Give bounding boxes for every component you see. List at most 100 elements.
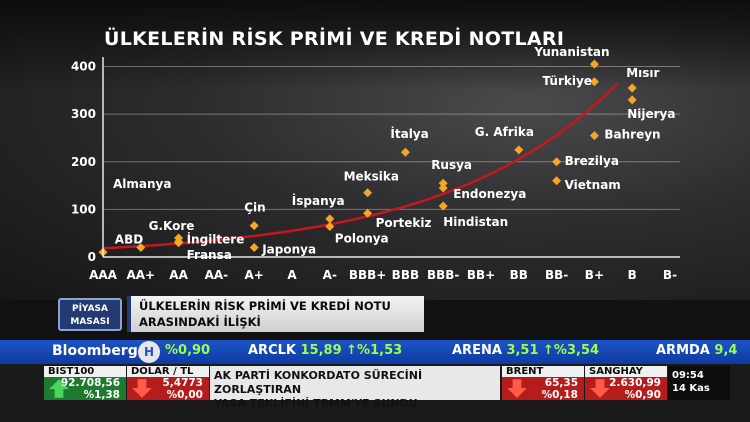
x-tick-label: BB+ — [467, 268, 495, 282]
ticker-value: 3,51 ↑%3,54 — [506, 343, 600, 358]
ticker-item: %0,90 — [165, 343, 210, 358]
clock-date: 14 Kas — [672, 383, 710, 394]
panel-change: %0,18 — [541, 389, 578, 401]
panel-value: 2.630,99 — [609, 377, 661, 389]
x-tick-label: BB — [510, 268, 528, 282]
data-point — [249, 221, 259, 231]
ticker-value: 15,89 ↑%1,53 — [300, 343, 403, 358]
ticker-item: ARMDA 9,4 — [656, 343, 737, 358]
point-label: Vietnam — [565, 178, 621, 192]
panel-title: DOLAR / TL — [131, 366, 194, 377]
panel-title: BRENT — [506, 366, 544, 377]
y-tick-label: 100 — [71, 202, 96, 216]
news-headline: AK PARTİ KONKORDATO SÜRECİNİ ZORLAŞTIRAN… — [210, 366, 500, 410]
clock: 09:54 14 Kas — [668, 366, 730, 400]
ticker-item: ARCLK 15,89 ↑%1,53 — [248, 343, 402, 358]
x-tick-label: AA+ — [126, 268, 155, 282]
ticker-symbol: ARMDA — [656, 343, 710, 358]
data-point — [325, 214, 335, 224]
arrow-down-icon — [507, 379, 527, 398]
y-tick-label: 0 — [88, 250, 96, 264]
x-tick-label: BBB- — [427, 268, 459, 282]
data-point — [136, 242, 146, 252]
point-label: Türkiye — [542, 74, 592, 88]
point-label: İngiltere — [187, 232, 245, 247]
brent-panel: BRENT 65,35 %0,18 — [502, 366, 584, 401]
clock-time: 09:54 — [672, 370, 704, 381]
ticker-symbol: ARENA — [452, 343, 502, 358]
data-point — [552, 157, 562, 167]
data-point — [438, 178, 448, 188]
stock-ticker: Bloomberg H %0,90 ARCLK 15,89 ↑%1,53 ARE… — [0, 340, 750, 364]
point-label: ABD — [115, 232, 143, 246]
point-label: Almanya — [113, 177, 171, 191]
data-point — [552, 176, 562, 186]
point-label: Nijerya — [627, 107, 675, 121]
panel-change: %1,38 — [83, 389, 120, 401]
chart-stage: ÜLKELERİN RİSK PRİMİ VE KREDİ NOTLARI Al… — [0, 0, 750, 300]
panel-title: BIST100 — [48, 366, 95, 377]
x-tick-label: BB- — [545, 268, 568, 282]
panel-change: %0,90 — [624, 389, 661, 401]
point-label: Çin — [244, 201, 265, 215]
x-tick-label: BBB+ — [349, 268, 387, 282]
point-label: Japonya — [261, 242, 316, 256]
data-point — [438, 201, 448, 211]
data-point — [174, 237, 184, 247]
data-point — [589, 77, 599, 87]
data-point — [627, 95, 637, 105]
x-tick-label: A- — [323, 268, 337, 282]
ticker-item: ARENA 3,51 ↑%3,54 — [452, 343, 599, 358]
y-tick-label: 300 — [71, 107, 96, 121]
ticker-value: 9,4 — [714, 343, 738, 358]
arrow-down-icon — [132, 379, 152, 398]
x-tick-label: A — [287, 268, 297, 282]
point-label: Fransa — [187, 248, 232, 262]
headline-line-1: ÜLKELERİN RİSK PRİMİ VE KREDİ NOTU — [139, 299, 391, 313]
data-point — [400, 147, 410, 157]
data-point — [363, 208, 373, 218]
news-line-2: YASA TEKLİFİNİ TBMM'YE SUNDU — [214, 397, 418, 410]
panel-change: %0,00 — [166, 389, 203, 401]
panel-values: 65,35 %0,18 — [542, 377, 578, 401]
market-panels: BIST100 92.708,56 %1,38 DOLAR / TL 5,477… — [0, 364, 750, 422]
panel-values: 5,4773 %0,00 — [162, 377, 203, 401]
x-tick-label: B — [628, 268, 637, 282]
ticker-symbol: ARCLK — [248, 343, 296, 358]
news-line-1: AK PARTİ KONKORDATO SÜRECİNİ ZORLAŞTIRAN — [214, 369, 423, 396]
panel-value: 5,4773 — [162, 377, 203, 389]
point-label: Brezilya — [565, 154, 619, 168]
data-point — [249, 242, 259, 252]
panel-value: 92.708,56 — [60, 377, 120, 389]
y-tick-label: 400 — [71, 60, 96, 74]
x-tick-label: AAA — [89, 268, 118, 282]
data-point — [363, 188, 373, 198]
x-tick-label: B+ — [585, 268, 604, 282]
panel-values: 2.630,99 %0,90 — [609, 377, 661, 401]
data-point — [325, 222, 335, 232]
point-label: G. Afrika — [475, 125, 534, 139]
bloomberg-logo: Bloomberg — [52, 343, 138, 359]
point-label: Meksika — [344, 170, 399, 184]
data-point — [514, 145, 524, 155]
data-point — [589, 131, 599, 141]
y-tick-label: 200 — [71, 155, 96, 169]
x-tick-label: AA- — [205, 268, 229, 282]
point-label: Portekiz — [376, 216, 432, 230]
x-tick-label: BBB — [392, 268, 419, 282]
channel-logo-icon: H — [138, 341, 160, 363]
point-label: İtalya — [390, 126, 428, 141]
panel-value: 65,35 — [544, 377, 578, 389]
point-label: Bahreyn — [604, 128, 660, 142]
arrow-up-icon — [49, 379, 69, 398]
sanghay-panel: SANGHAY 2.630,99 %0,90 — [585, 366, 667, 401]
bist100-panel: BIST100 92.708,56 %1,38 — [44, 366, 126, 401]
program-badge: PİYASA MASASI — [58, 298, 122, 331]
data-point — [438, 183, 448, 193]
dolar-tl-panel: DOLAR / TL 5,4773 %0,00 — [127, 366, 209, 401]
arrow-down-icon — [590, 379, 610, 398]
headline-box: ÜLKELERİN RİSK PRİMİ VE KREDİ NOTU ARASI… — [127, 296, 424, 332]
ticker-value: %0,90 — [165, 343, 211, 358]
point-label: Hindistan — [443, 215, 508, 229]
